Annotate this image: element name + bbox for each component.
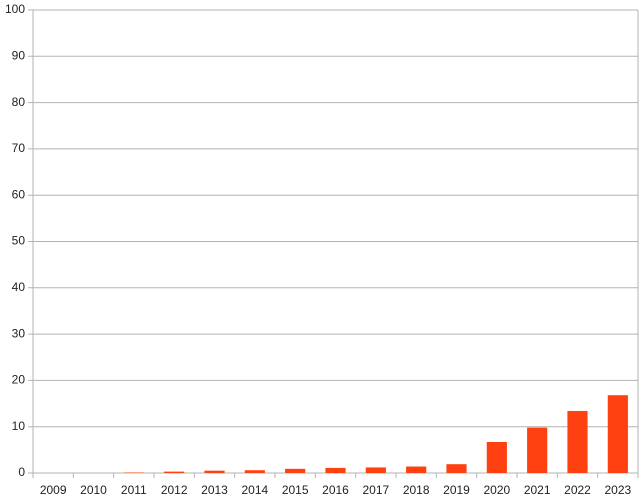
bar xyxy=(486,441,507,473)
x-tick-label: 2010 xyxy=(80,483,107,497)
x-tick-label: 2009 xyxy=(40,483,67,497)
y-tick-label: 30 xyxy=(12,326,26,340)
bar xyxy=(204,470,225,473)
x-tick-label: 2018 xyxy=(403,483,430,497)
bar xyxy=(285,468,306,473)
y-tick-label: 10 xyxy=(12,419,26,433)
y-tick-label: 90 xyxy=(12,48,26,62)
x-tick-label: 2019 xyxy=(443,483,470,497)
x-tick-label: 2011 xyxy=(121,483,147,497)
y-tick-label: 70 xyxy=(12,141,26,155)
bar xyxy=(527,427,548,473)
bar xyxy=(325,467,346,473)
bar xyxy=(567,410,588,473)
bar xyxy=(607,395,628,473)
x-tick-label: 2021 xyxy=(524,483,551,497)
x-tick-label: 2016 xyxy=(322,483,349,497)
y-tick-label: 20 xyxy=(12,373,26,387)
x-tick-label: 2020 xyxy=(483,483,510,497)
x-tick-label: 2017 xyxy=(362,483,389,497)
x-tick-label: 2014 xyxy=(241,483,268,497)
y-tick-label: 0 xyxy=(18,465,25,479)
bar xyxy=(406,466,427,473)
x-tick-label: 2012 xyxy=(161,483,188,497)
x-tick-label: 2013 xyxy=(201,483,228,497)
x-tick-label: 2023 xyxy=(604,483,631,497)
y-tick-label: 80 xyxy=(12,95,26,109)
bar xyxy=(164,471,185,473)
x-tick-label: 2022 xyxy=(564,483,591,497)
bar xyxy=(244,470,265,473)
y-tick-label: 40 xyxy=(12,280,26,294)
x-tick-label: 2015 xyxy=(282,483,309,497)
y-tick-label: 50 xyxy=(12,234,26,248)
bar xyxy=(365,467,386,473)
bar xyxy=(446,464,467,473)
y-tick-label: 60 xyxy=(12,187,26,201)
y-tick-label: 100 xyxy=(5,2,25,16)
